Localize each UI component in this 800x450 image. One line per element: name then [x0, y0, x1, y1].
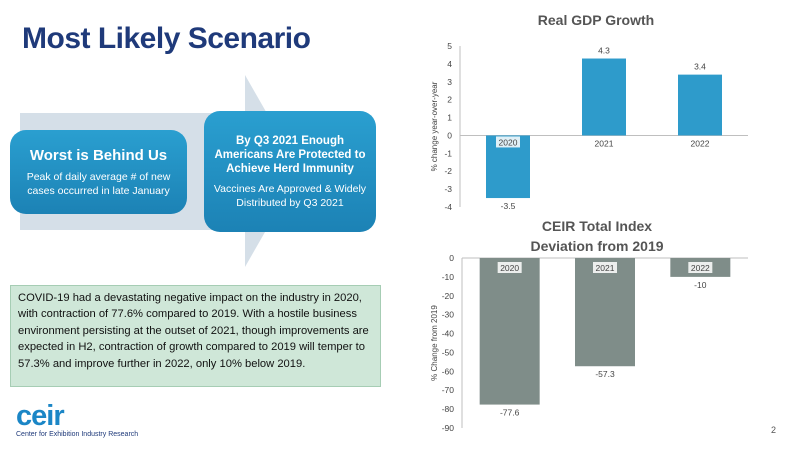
gdp-category-label: 2022 — [691, 138, 710, 148]
gdp-y-tick-label: -1 — [444, 148, 452, 158]
gdp-category-label: 2021 — [595, 138, 614, 148]
ceir-bar — [575, 258, 635, 367]
box-subtitle: Peak of daily average # of new cases occ… — [26, 170, 171, 197]
herd-immunity-box: By Q3 2021 Enough Americans Are Protecte… — [204, 111, 376, 232]
gdp-y-tick-label: -2 — [444, 166, 452, 176]
gdp-bar — [678, 74, 722, 136]
summary-note: COVID-19 had a devastating negative impa… — [10, 285, 381, 387]
ceir-data-label: -77.6 — [500, 408, 520, 418]
ceir-y-axis-label: % Change from 2019 — [430, 305, 439, 381]
ceir-y-tick-label: -50 — [442, 347, 455, 357]
ceir-y-tick-label: -80 — [442, 404, 455, 414]
gdp-category-chip — [496, 136, 520, 148]
gdp-y-tick-label: 5 — [447, 41, 452, 51]
box-title: By Q3 2021 Enough Americans Are Protecte… — [214, 134, 366, 175]
ceir-y-tick-label: -40 — [442, 329, 455, 339]
ceir-chart-title: CEIR Total Index — [542, 218, 652, 234]
ceir-y-tick-label: -10 — [442, 272, 455, 282]
ceir-bar — [479, 258, 540, 405]
gdp-data-label: -3.5 — [501, 201, 516, 211]
gdp-data-label: 4.3 — [598, 46, 610, 56]
ceir-category-label: 2020 — [500, 263, 519, 273]
box-subtitle: Vaccines Are Approved & Widely Distribut… — [213, 182, 367, 209]
ceir-category-label: 2021 — [596, 263, 615, 273]
ceir-data-label: -57.3 — [595, 369, 615, 379]
ceir-category-chip — [593, 262, 617, 273]
gdp-y-tick-label: 4 — [447, 59, 452, 69]
ceir-category-chip — [688, 262, 713, 273]
gdp-y-tick-label: -3 — [444, 184, 452, 194]
gdp-chart-title: Real GDP Growth — [538, 12, 654, 28]
ceir-logo: ceir Center for Exhibition Industry Rese… — [16, 400, 139, 439]
gdp-data-label: 3.4 — [694, 62, 706, 72]
ceir-category-chip — [497, 262, 522, 273]
gdp-y-axis-label: % change year-over-year — [430, 81, 439, 171]
logo-word: ceir — [16, 400, 65, 432]
worst-behind-box: Worst is Behind Us Peak of daily average… — [10, 130, 187, 214]
logo-tagline: Center for Exhibition Industry Research — [16, 431, 139, 438]
ceir-category-label: 2022 — [691, 263, 710, 273]
ceir-y-tick-label: -70 — [442, 385, 455, 395]
gdp-bar — [582, 58, 626, 136]
ceir-y-tick-label: 0 — [449, 253, 454, 263]
gdp-y-tick-label: 1 — [447, 113, 452, 123]
ceir-y-tick-label: -90 — [442, 423, 455, 433]
ceir-y-tick-label: -30 — [442, 310, 455, 320]
slide-title: Most Likely Scenario — [22, 22, 311, 55]
gdp-y-tick-label: 3 — [447, 77, 452, 87]
ceir-chart-title: Deviation from 2019 — [530, 238, 663, 254]
gdp-y-tick-label: 0 — [447, 130, 452, 140]
gdp-y-tick-label: -4 — [444, 202, 452, 212]
gdp-y-tick-label: 2 — [447, 95, 452, 105]
box-title: Worst is Behind Us — [29, 146, 168, 164]
ceir-y-tick-label: -60 — [442, 366, 455, 376]
page-number: 2 — [770, 425, 776, 435]
gdp-category-label: 2020 — [499, 137, 518, 147]
ceir-y-tick-label: -20 — [442, 291, 455, 301]
ceir-data-label: -10 — [694, 280, 707, 290]
